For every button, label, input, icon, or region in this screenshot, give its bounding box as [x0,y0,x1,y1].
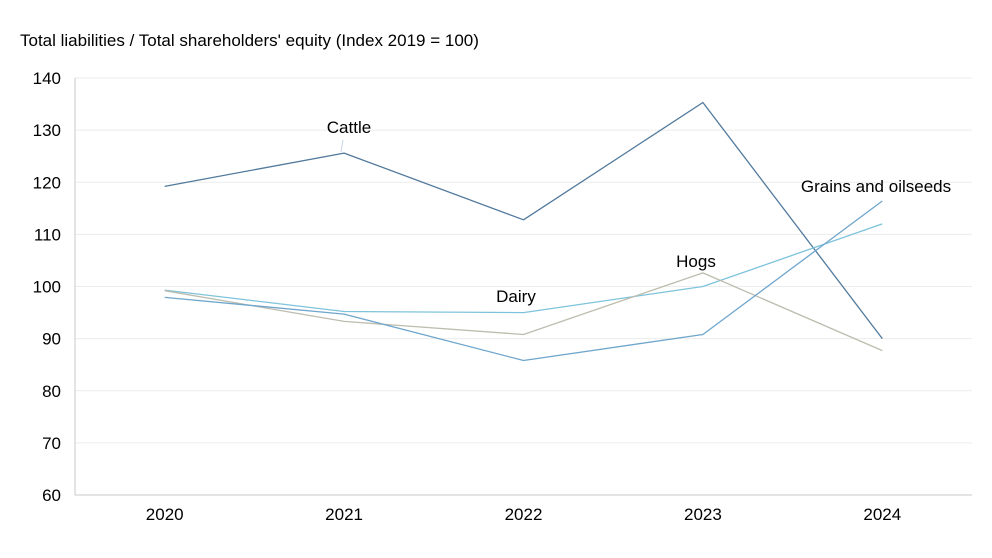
series-lines [164,101,883,362]
y-tick-label: 120 [33,173,61,192]
gridlines [75,77,972,444]
series-label-grains-and-oilseeds: Grains and oilseeds [801,177,951,196]
axes [74,78,972,496]
x-tick-label: 2020 [146,505,184,524]
y-tick-label: 130 [33,121,61,140]
x-tick-label: 2024 [863,505,901,524]
x-axis-ticks: 2020 2021 2022 2023 2024 [146,505,901,524]
series-line-grains-and-oilseeds [164,200,883,362]
y-tick-label: 110 [34,225,61,244]
series-labels: Cattle Dairy Hogs Grains and oilseeds [327,118,951,306]
series-label-hogs: Hogs [676,252,716,271]
x-tick-label: 2023 [684,505,722,524]
series-line-hogs [164,272,883,352]
chart-title: Total liabilities / Total shareholders' … [20,31,479,50]
y-tick-label: 80 [42,382,61,401]
series-label-dairy: Dairy [496,287,536,306]
y-tick-label: 70 [42,434,61,453]
label-leader-line [340,139,344,153]
series-line-dairy [164,223,883,314]
y-tick-label: 60 [42,486,61,505]
series-label-cattle: Cattle [327,118,371,137]
y-tick-label: 90 [42,330,61,349]
y-tick-label: 140 [33,69,61,88]
y-tick-label: 100 [33,278,61,297]
x-tick-label: 2021 [325,505,363,524]
series-line-cattle [164,101,883,339]
x-tick-label: 2022 [505,505,543,524]
y-axis-ticks: 60 70 80 90 100 110 120 130 140 [33,69,61,505]
